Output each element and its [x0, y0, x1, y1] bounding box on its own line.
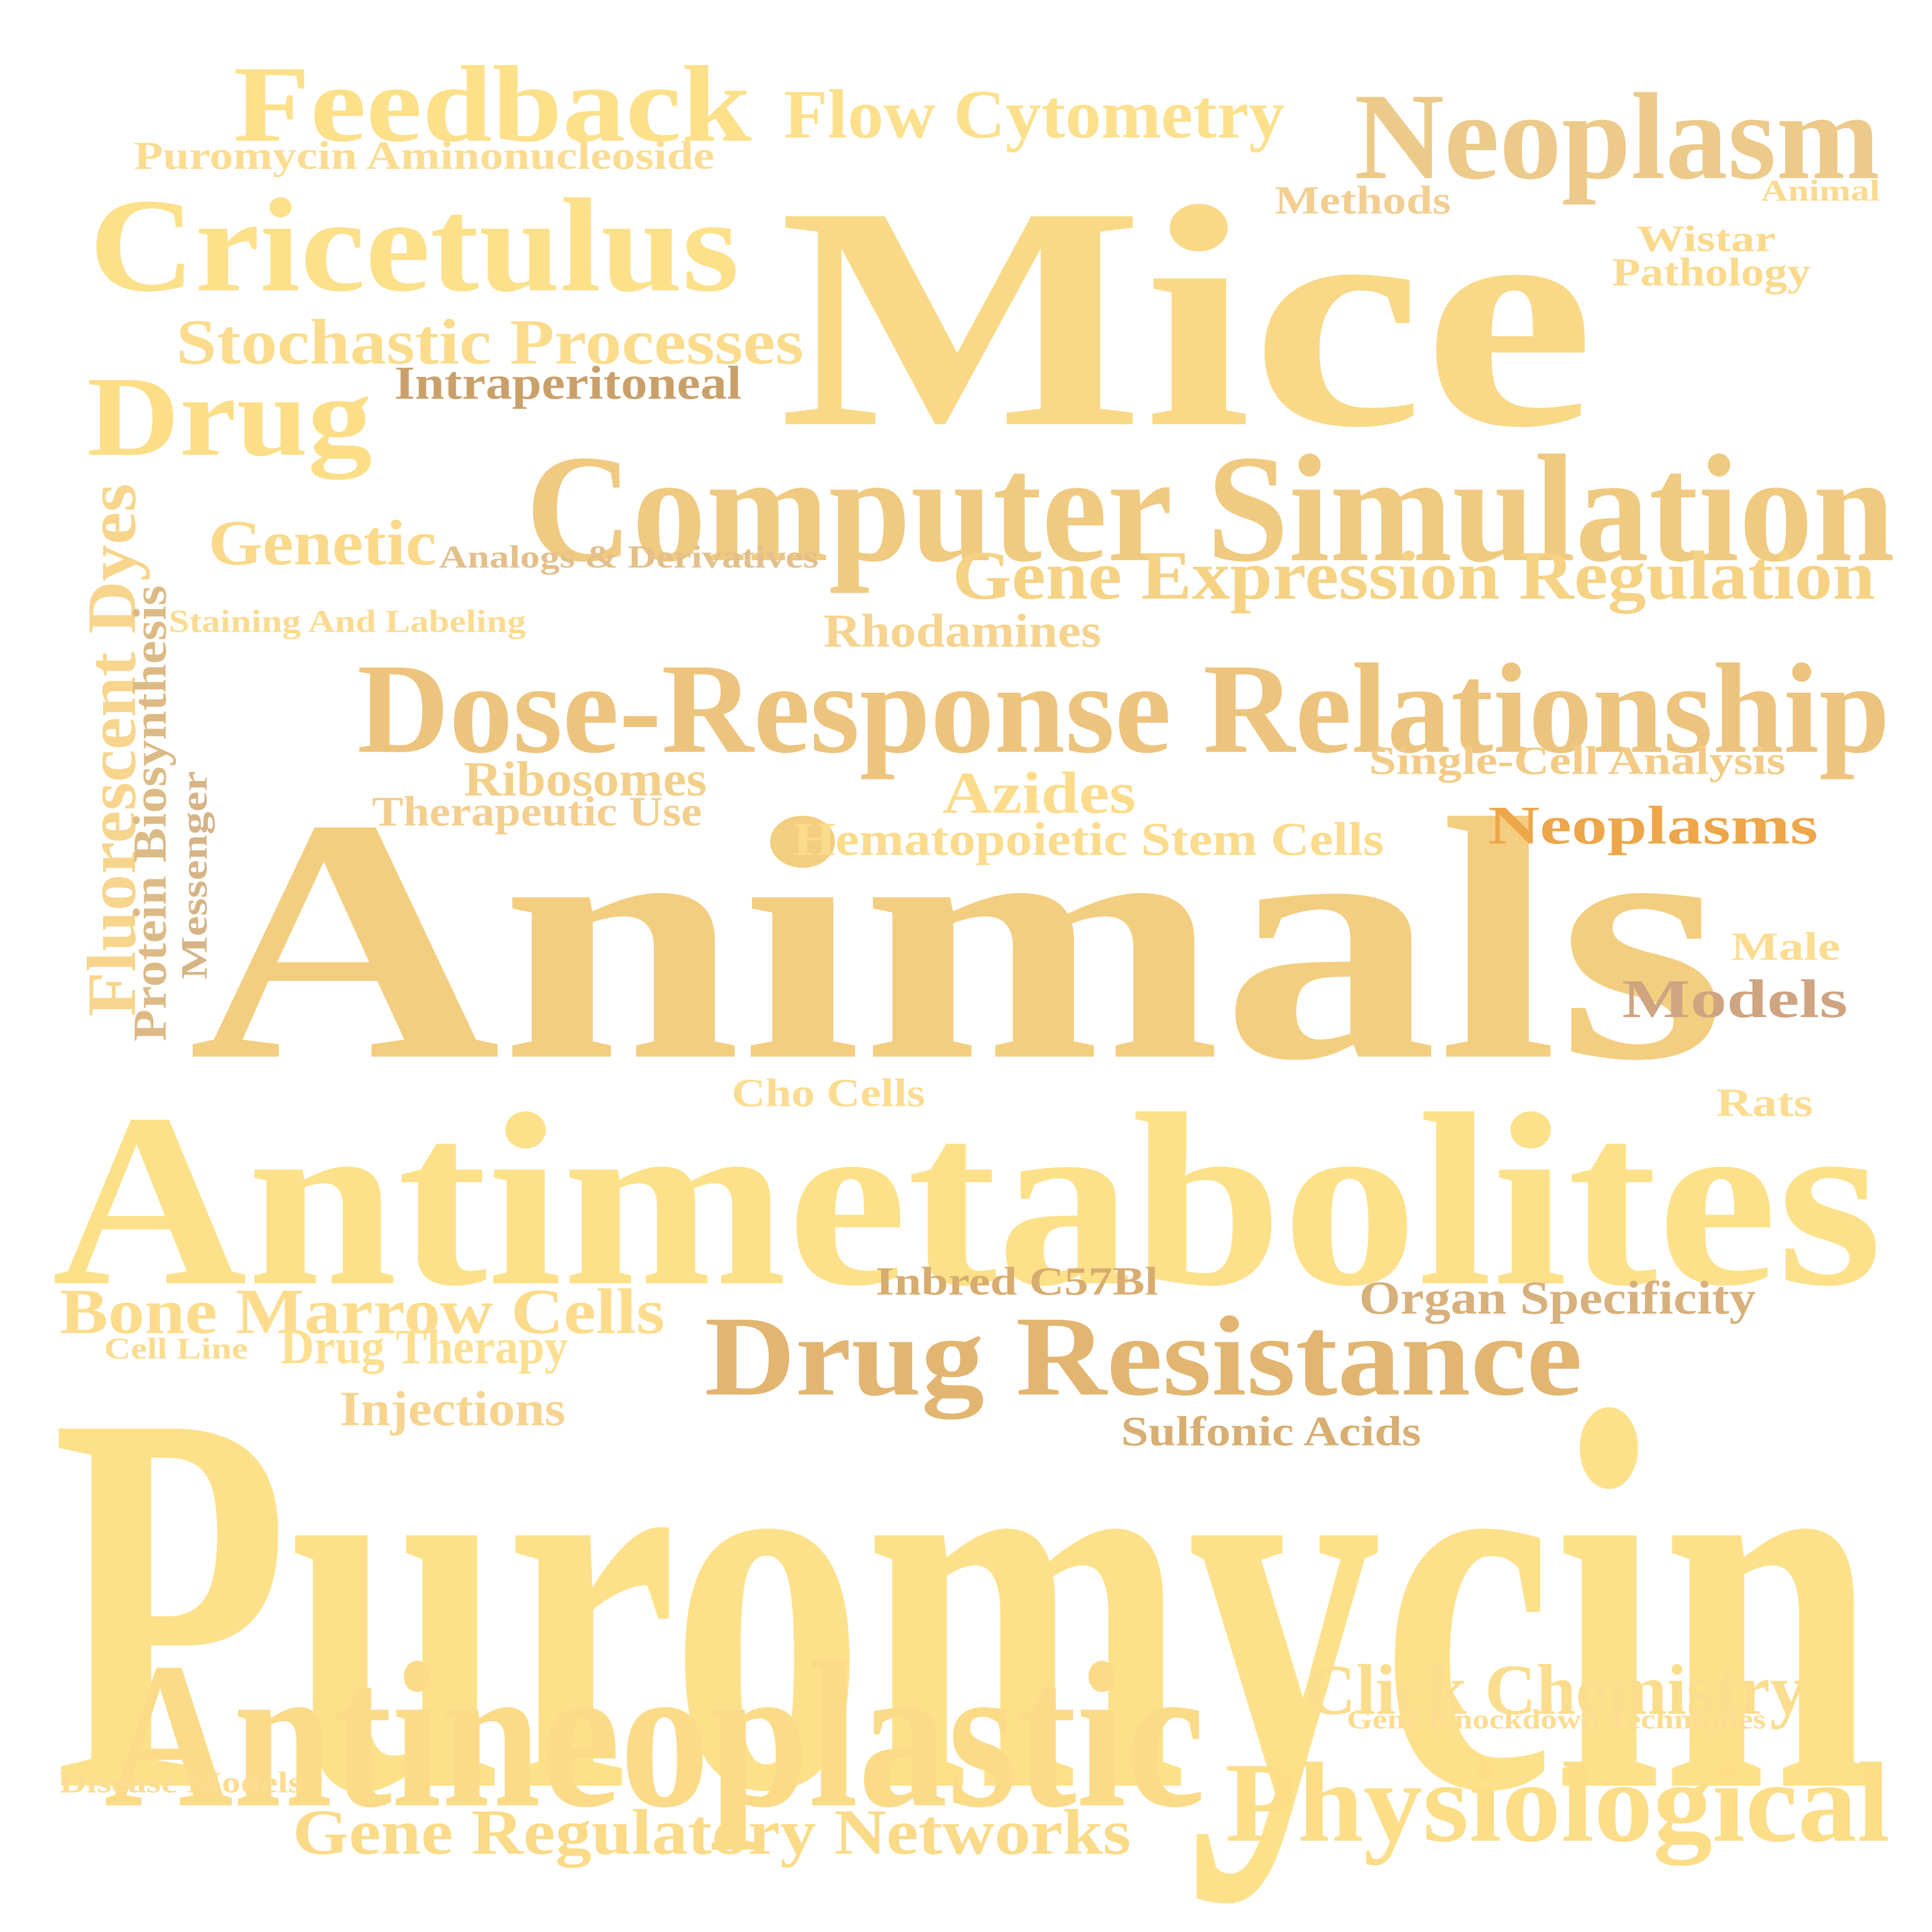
word-pathology: Pathology: [1612, 250, 1810, 295]
word-feedback: Feedback: [233, 43, 752, 165]
word-mice: Mice: [779, 141, 1595, 493]
word-animals: Animals: [188, 747, 1726, 1132]
word-neoplasms: Neoplasms: [1488, 795, 1818, 856]
word-puromycin: Puromycin: [52, 1299, 1878, 1904]
word-messenger: Messenger: [174, 771, 215, 979]
word-disease-models: Disease Models: [60, 1766, 303, 1799]
word-computer-simulation: Computer Simulation: [526, 423, 1895, 594]
word-single-cell-analysis: Single-Cell Analysis: [1369, 739, 1786, 783]
word-flow-cytometry: Flow Cytometry: [784, 75, 1285, 153]
word-stochastic-processes: Stochastic Processes: [176, 306, 804, 378]
word-models: Models: [1622, 969, 1848, 1029]
word-injections: Injections: [340, 1381, 565, 1436]
word-therapeutic-use: Therapeutic Use: [372, 788, 702, 835]
word-antineoplastic: Antineoplastic: [104, 1620, 1206, 1851]
word-inbred-c57bl: Inbred C57Bl: [875, 1260, 1159, 1304]
word-physiological: Physiological: [1225, 1739, 1890, 1866]
word-rhodamines: Rhodamines: [823, 604, 1102, 657]
word-dose-response-relationship: Dose-Response Relationship: [357, 637, 1890, 781]
word-puromycin-aminonucleoside: Puromycin Aminonucleoside: [134, 134, 715, 178]
word-click-chemistry: Click Chemistry: [1305, 1650, 1806, 1730]
word-rats: Rats: [1716, 1081, 1813, 1125]
word-staining-and-labeling: Staining And Labeling: [169, 603, 526, 639]
word-sulfonic-acids: Sulfonic Acids: [1121, 1408, 1421, 1455]
word-antimetabolites: Antimetabolites: [52, 1062, 1882, 1337]
word-cho-cells: Cho Cells: [732, 1071, 925, 1115]
word-ribosomes: Ribosomes: [464, 751, 707, 806]
word-gene-knockdown-techniques: Gene Knockdown Techniques: [1347, 1704, 1766, 1735]
word-drug-therapy: Drug Therapy: [280, 1319, 568, 1374]
word-drug: Drug: [87, 353, 372, 480]
word-azides: Azides: [942, 760, 1136, 826]
word-hematopoietic-stem-cells: Hematopoietic Stem Cells: [794, 813, 1384, 865]
word-methods: Methods: [1275, 179, 1451, 223]
word-cell-line: Cell Line: [104, 1332, 249, 1365]
word-protein-biosynthesis: Protein Biosynthesis: [124, 585, 176, 1041]
word-analogs-derivatives: Analogs & Derivatives: [439, 539, 818, 575]
word-bone-marrow-cells: Bone Marrow Cells: [60, 1275, 665, 1347]
word-drug-resistance: Drug Resistance: [704, 1293, 1583, 1420]
word-gene-regulatory-networks: Gene Regulatory Networks: [293, 1796, 1131, 1868]
word-gene-expression-regulation: Gene Expression Regulation: [952, 537, 1875, 614]
word-cricetulus: Cricetulus: [89, 171, 740, 320]
word-organ-specificity: Organ Specificity: [1359, 1271, 1756, 1324]
word-wistar: Wistar: [1637, 219, 1776, 260]
word-intraperitoneal: Intraperitoneal: [394, 357, 742, 409]
word-animal: Animal: [1761, 174, 1880, 207]
word-genetic: Genetic: [208, 507, 437, 579]
word-neoplasm: Neoplasm: [1354, 67, 1880, 205]
word-male: Male: [1731, 925, 1840, 969]
